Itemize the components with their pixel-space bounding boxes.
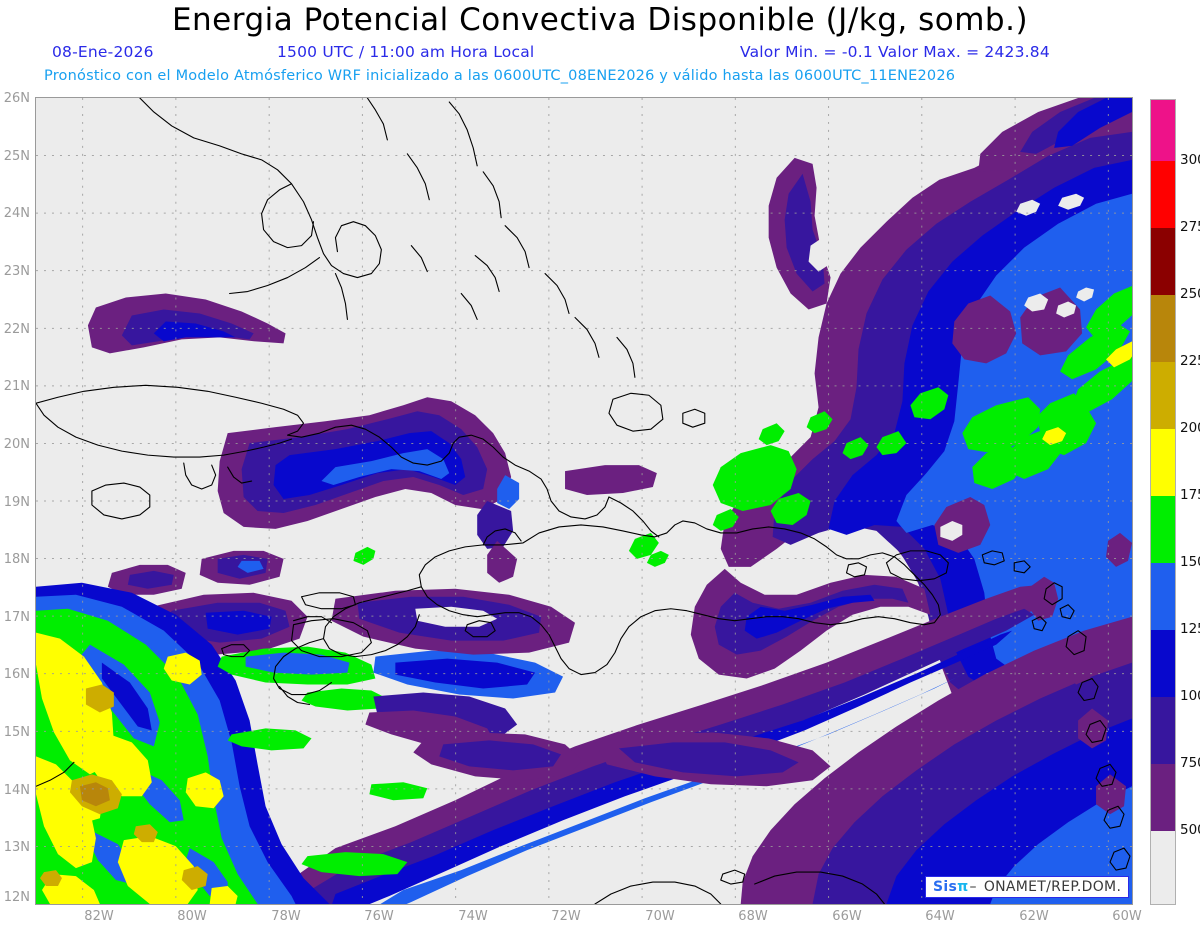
x-tick-72W: 72W <box>551 909 581 924</box>
colorbar-band-1000-1250 <box>1151 630 1175 697</box>
colorbar-band-2250-2500 <box>1151 295 1175 362</box>
colorbar-band-1750-2000 <box>1151 429 1175 496</box>
y-tick-14N: 14N <box>3 783 30 798</box>
credit-organization: ONAMET/REP.DOM. <box>983 879 1122 895</box>
colorbar-band-1500-1750 <box>1151 496 1175 563</box>
pi-logo-glyph: π <box>957 879 969 895</box>
x-tick-74W: 74W <box>458 909 488 924</box>
colorbar-band-1250-1500 <box>1151 563 1175 630</box>
model-run-label: Pronóstico con el Modelo Atmósferico WRF… <box>44 68 956 84</box>
colorbar <box>1150 99 1176 905</box>
colorbar-label-2500: 2500 <box>1180 286 1200 302</box>
y-tick-21N: 21N <box>3 379 30 394</box>
x-tick-70W: 70W <box>645 909 675 924</box>
y-tick-15N: 15N <box>3 725 30 740</box>
colorbar-label-1500: 1500 <box>1180 554 1200 570</box>
x-tick-60W: 60W <box>1112 909 1142 924</box>
page-title: Energia Potencial Convectiva Disponible … <box>171 2 1029 38</box>
colorbar-label-1000: 1000 <box>1180 688 1200 704</box>
colorbar-label-2250: 2250 <box>1180 353 1200 369</box>
colorbar-band-500-750 <box>1151 764 1175 831</box>
colorbar-band-750-1000 <box>1151 697 1175 764</box>
attribution-box: Sis π – ONAMET/REP.DOM. <box>925 876 1130 898</box>
x-tick-64W: 64W <box>925 909 955 924</box>
colorbar-label-1750: 1750 <box>1180 487 1200 503</box>
credit-dash: – <box>969 879 977 895</box>
colorbar-label-2000: 2000 <box>1180 420 1200 436</box>
y-tick-12N: 12N <box>3 890 30 905</box>
cape-shaded-field <box>36 98 1132 904</box>
y-tick-22N: 22N <box>3 322 30 337</box>
map-plot-area <box>35 97 1133 905</box>
colorbar-band-0-500 <box>1151 831 1175 904</box>
x-tick-62W: 62W <box>1019 909 1049 924</box>
x-tick-68W: 68W <box>738 909 768 924</box>
x-tick-78W: 78W <box>271 909 301 924</box>
y-tick-26N: 26N <box>3 91 30 106</box>
y-tick-17N: 17N <box>3 610 30 625</box>
colorbar-label-3000: 3000 <box>1180 152 1200 168</box>
y-tick-20N: 20N <box>3 437 30 452</box>
colorbar-band-2000-2250 <box>1151 362 1175 429</box>
forecast-date: 08-Ene-2026 <box>52 43 154 61</box>
colorbar-label-2750: 2750 <box>1180 219 1200 235</box>
sis-logo-text: Sis <box>933 879 958 895</box>
y-tick-25N: 25N <box>3 149 30 164</box>
x-tick-76W: 76W <box>364 909 394 924</box>
y-tick-23N: 23N <box>3 264 30 279</box>
colorbar-label-500: 500 <box>1180 822 1200 838</box>
x-tick-82W: 82W <box>84 909 114 924</box>
y-tick-18N: 18N <box>3 552 30 567</box>
colorbar-band-3000-3250 <box>1151 100 1175 161</box>
colorbar-label-750: 750 <box>1180 755 1200 771</box>
colorbar-band-2750-3000 <box>1151 161 1175 228</box>
x-tick-80W: 80W <box>177 909 207 924</box>
y-tick-16N: 16N <box>3 667 30 682</box>
colorbar-band-2500-2750 <box>1151 228 1175 295</box>
x-tick-66W: 66W <box>832 909 862 924</box>
colorbar-label-1250: 1250 <box>1180 621 1200 637</box>
y-tick-19N: 19N <box>3 495 30 510</box>
value-range-label: Valor Min. = -0.1 Valor Max. = 2423.84 <box>740 43 1050 61</box>
forecast-time: 1500 UTC / 11:00 am Hora Local <box>277 43 535 61</box>
y-tick-24N: 24N <box>3 206 30 221</box>
y-tick-13N: 13N <box>3 840 30 855</box>
